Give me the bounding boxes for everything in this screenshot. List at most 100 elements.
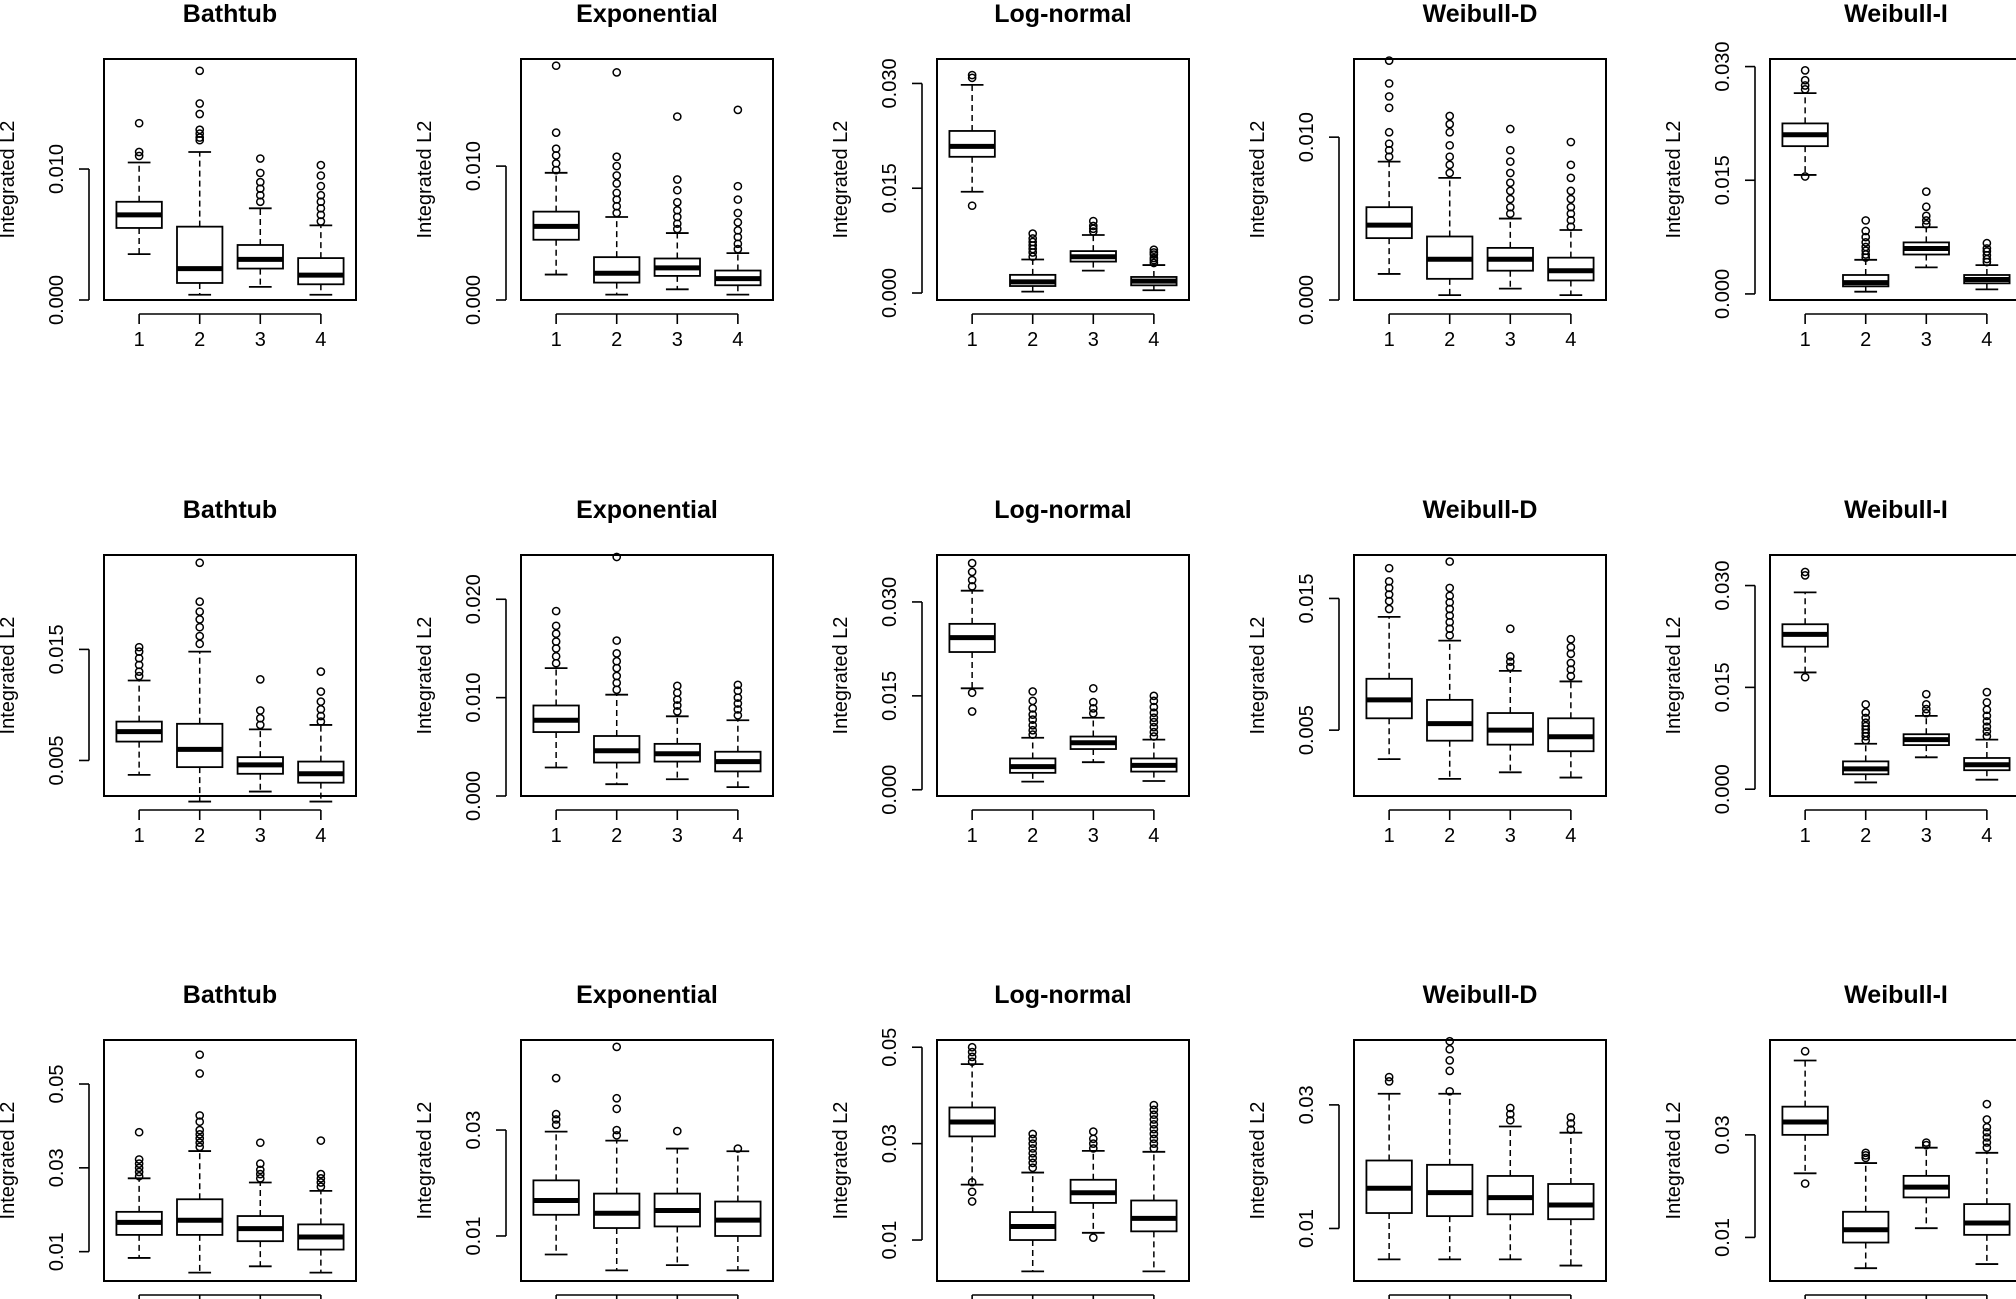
outlier-point — [612, 1042, 622, 1052]
outlier-point — [967, 707, 977, 716]
outlier-point — [1028, 229, 1038, 238]
x-tick-label: 3 — [1505, 329, 1516, 351]
plot-frame — [103, 58, 357, 301]
outlier-point — [1149, 1110, 1159, 1120]
outlier-point — [1566, 173, 1576, 183]
x-tick-label: 4 — [1565, 329, 1576, 351]
outlier-point — [1088, 1144, 1098, 1153]
outlier-point — [733, 181, 743, 191]
outlier-point — [1566, 160, 1576, 170]
outlier-point — [1861, 708, 1871, 717]
box-3 — [1902, 1138, 1950, 1230]
outlier-point — [733, 208, 743, 218]
outlier-point — [1028, 720, 1038, 730]
outlier-point — [255, 706, 265, 715]
panel-title: Weibull-D — [1423, 981, 1538, 1009]
outlier-point — [612, 1125, 622, 1135]
y-tick-label: 0.05 — [46, 1065, 68, 1104]
outlier-point — [612, 1130, 622, 1140]
panel-title: Log-normal — [994, 0, 1132, 28]
y-axis-label: Integrated L2 — [1663, 121, 1685, 239]
outlier-point — [1861, 226, 1871, 236]
outlier-point — [1384, 56, 1394, 65]
outlier-point — [733, 105, 743, 115]
box-3 — [1902, 689, 1950, 759]
y-axis-label: Integrated L2 — [414, 121, 436, 239]
y-tick-label: 0.010 — [1296, 112, 1318, 162]
outlier-point — [1149, 1129, 1159, 1139]
outlier-point — [1982, 1127, 1992, 1137]
outlier-point — [1088, 683, 1098, 693]
outlier-point — [1445, 1036, 1455, 1046]
box-3 — [236, 1138, 284, 1268]
box-3 — [1486, 624, 1534, 774]
outlier-point — [1028, 234, 1038, 243]
box-2 — [176, 558, 224, 803]
outlier-point — [1445, 1044, 1455, 1054]
outlier-point — [1921, 219, 1931, 229]
outlier-point — [1861, 1148, 1871, 1158]
box-3 — [1069, 216, 1117, 272]
iqr-box — [236, 244, 284, 270]
box-4 — [297, 667, 345, 803]
outlier-point — [1566, 1112, 1576, 1122]
outlier-point — [967, 1197, 977, 1206]
outlier-point — [1861, 216, 1871, 225]
outlier-point — [1028, 730, 1038, 740]
box-4 — [1547, 634, 1595, 779]
x-tick-label: 3 — [672, 825, 683, 847]
outlier-point — [1982, 238, 1992, 248]
y-axis-label: Integrated L2 — [1247, 617, 1269, 735]
outlier-point — [255, 177, 265, 187]
outlier-point — [1445, 127, 1455, 137]
outlier-point — [1921, 211, 1931, 221]
boxplot-panel: Weibull-D 0.000 0.010 Integrated L2 1 2 3 4 — [1247, 0, 1607, 351]
outlier-point — [316, 1182, 326, 1192]
outlier-point — [1921, 689, 1931, 699]
x-tick-label: 1 — [1384, 825, 1395, 847]
outlier-point — [733, 699, 743, 708]
outlier-point — [134, 118, 144, 128]
box-2 — [1842, 216, 1890, 293]
outlier-point — [1982, 1133, 1992, 1142]
outlier-point — [1149, 1144, 1159, 1153]
outlier-point — [1445, 119, 1455, 129]
x-tick-label: 2 — [1860, 825, 1871, 847]
outlier-point — [1505, 145, 1515, 155]
x-tick-label: 1 — [551, 825, 562, 847]
outlier-point — [1505, 157, 1515, 166]
outlier-point — [1566, 186, 1576, 196]
y-tick-label: 0.015 — [879, 671, 901, 721]
outlier-point — [672, 205, 682, 215]
y-axis-label: Integrated L2 — [830, 121, 852, 239]
y-tick-label: 0.000 — [463, 275, 485, 325]
outlier-point — [551, 61, 561, 71]
outlier-point — [1445, 160, 1455, 170]
y-tick-label: 0.01 — [1712, 1218, 1734, 1257]
outlier-point — [1505, 1103, 1515, 1113]
plot-frame — [1353, 58, 1607, 301]
x-tick-label: 4 — [732, 329, 743, 351]
outlier-point — [672, 175, 682, 184]
outlier-point — [1505, 168, 1515, 178]
outlier-point — [1982, 731, 1992, 741]
outlier-point — [134, 147, 144, 157]
outlier-point — [1088, 216, 1098, 226]
outlier-point — [612, 152, 622, 162]
outlier-point — [1921, 216, 1931, 225]
outlier-point — [1149, 253, 1159, 263]
outlier-point — [195, 1138, 205, 1148]
outlier-point — [1028, 1163, 1038, 1173]
box-3 — [653, 1126, 701, 1267]
outlier-point — [1861, 242, 1871, 252]
outlier-point — [195, 639, 205, 649]
y-axis-label: Integrated L2 — [0, 121, 19, 239]
outlier-point — [1861, 232, 1871, 242]
outlier-point — [195, 558, 205, 568]
x-tick-label: 1 — [551, 329, 562, 351]
outlier-point — [1149, 708, 1159, 718]
x-tick-label: 4 — [1565, 825, 1576, 847]
outlier-point — [1028, 715, 1038, 724]
outlier-point — [134, 671, 144, 681]
x-tick-label: 1 — [967, 825, 978, 847]
